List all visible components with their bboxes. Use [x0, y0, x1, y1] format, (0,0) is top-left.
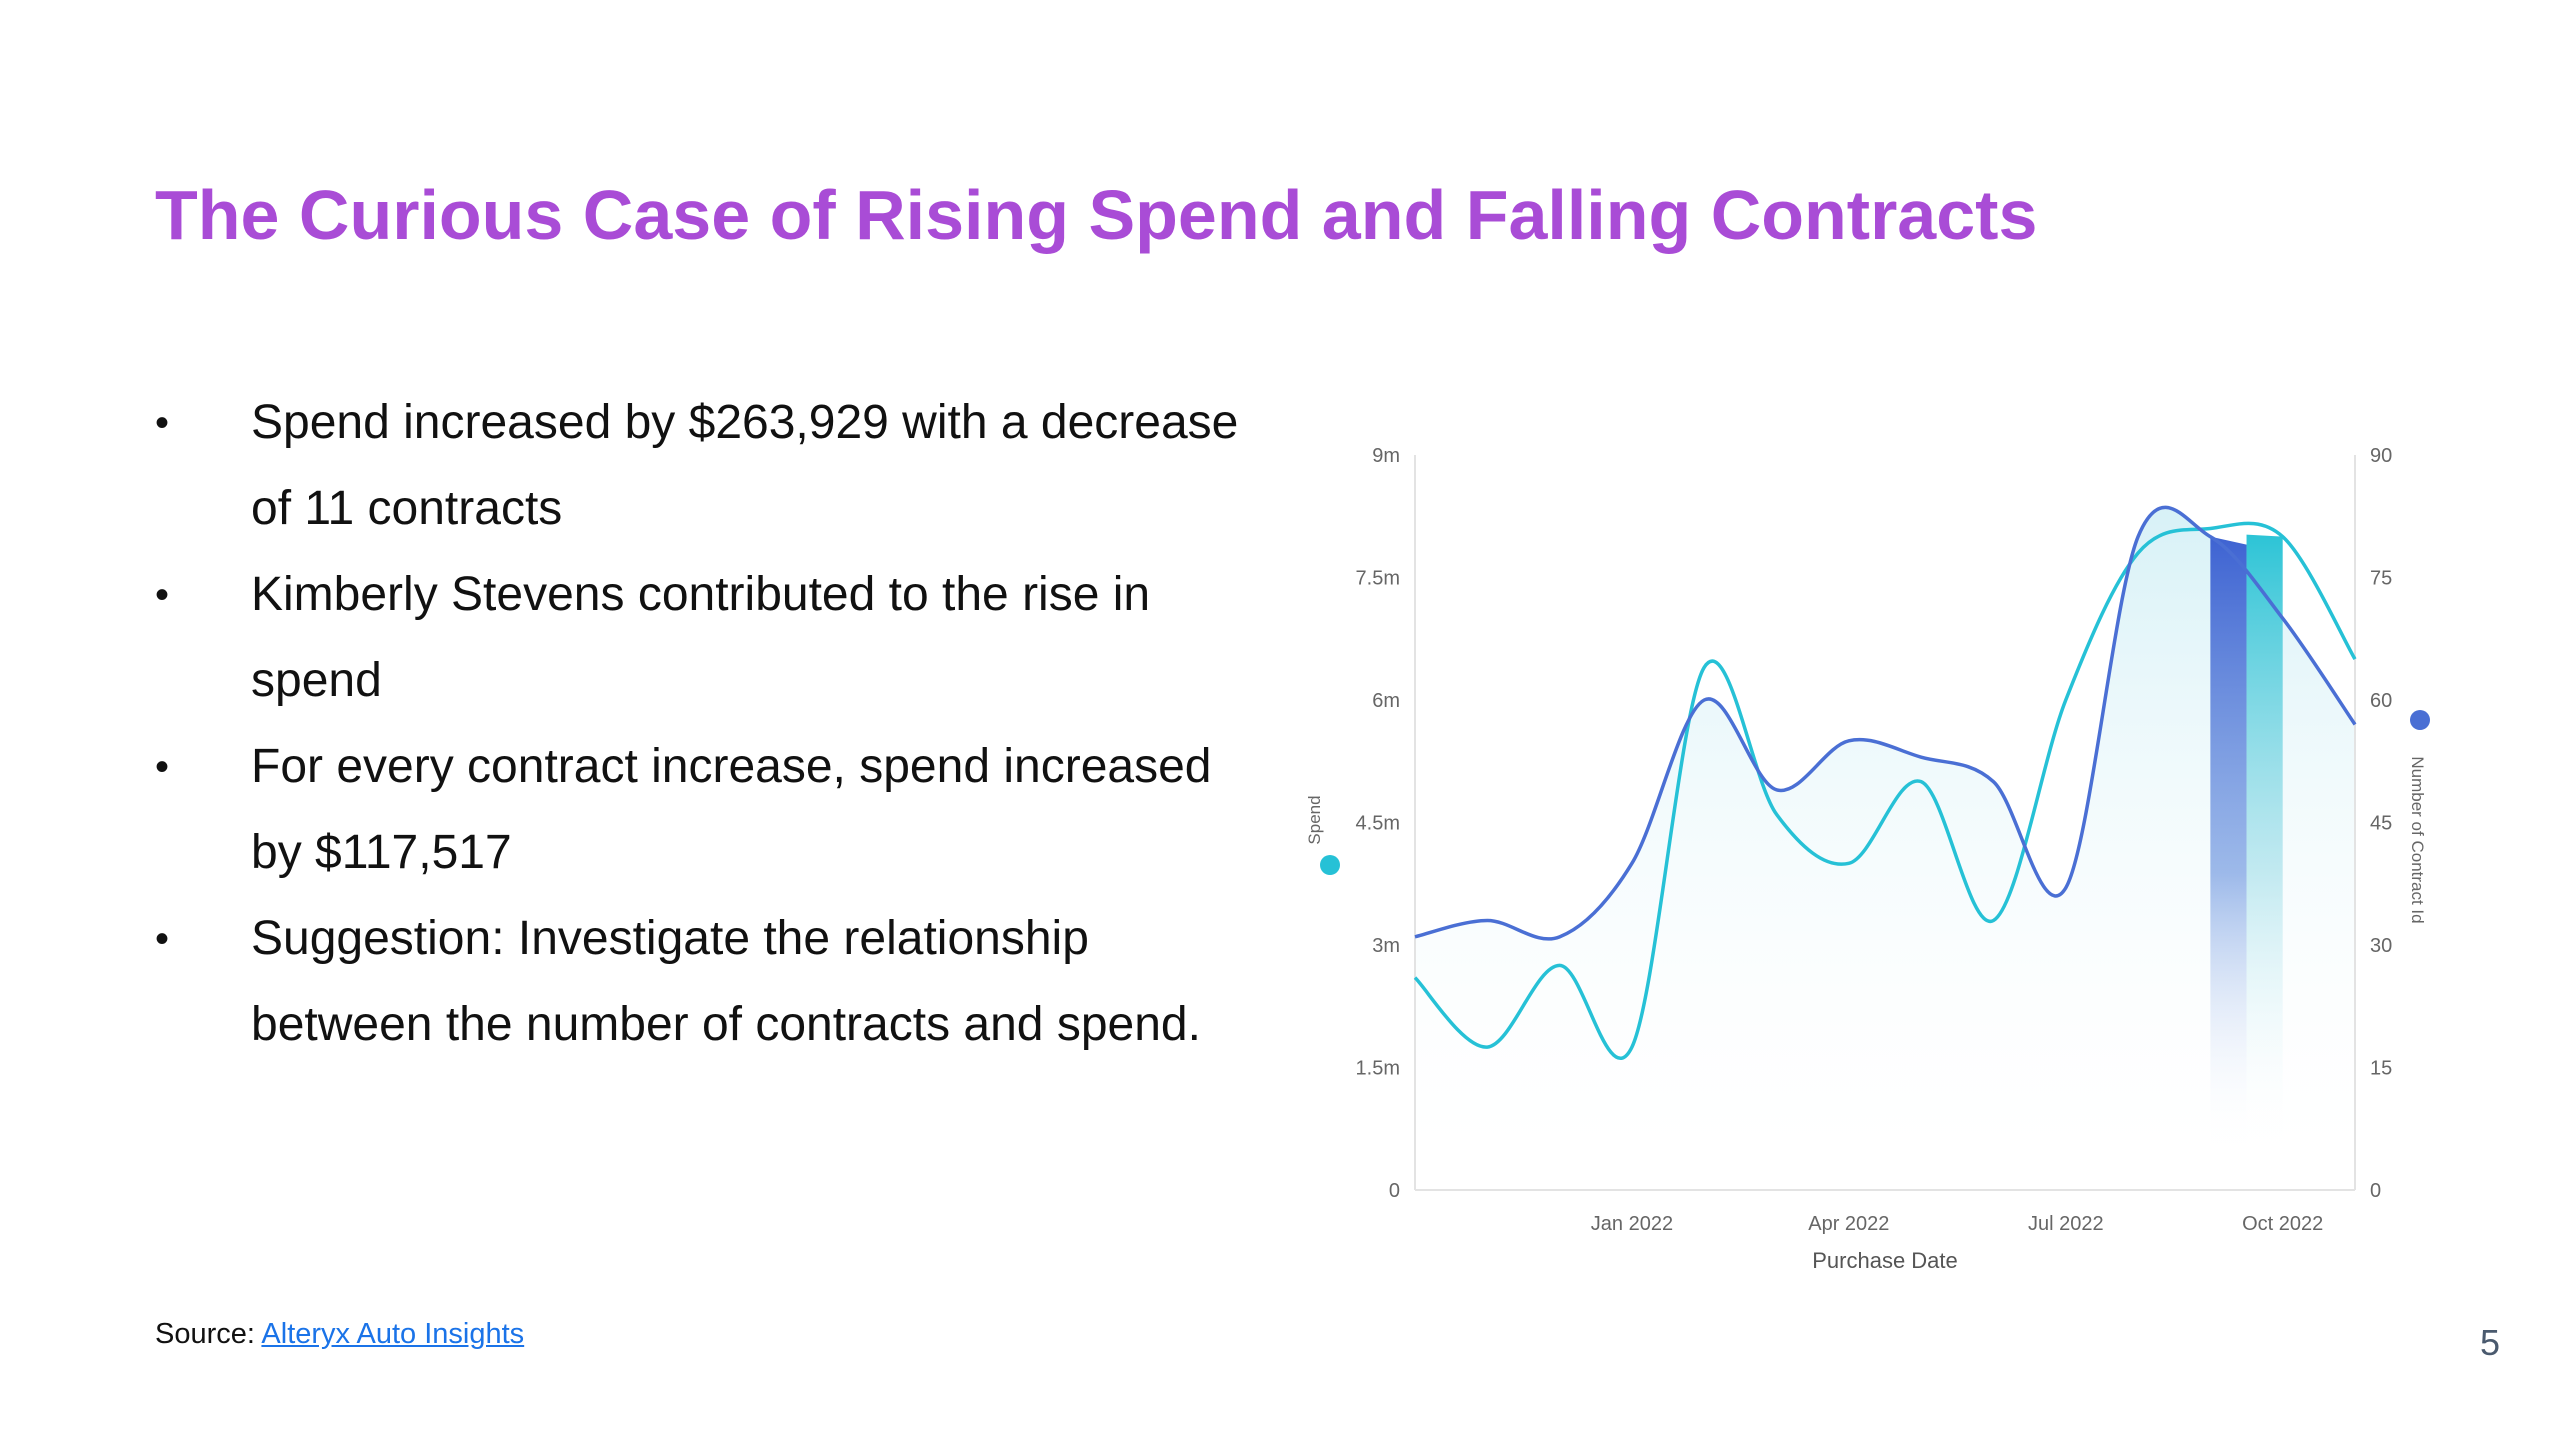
source-link[interactable]: Alteryx Auto Insights	[261, 1318, 525, 1350]
bullet-glyph: •	[155, 401, 170, 445]
x-tick-label: Jul 2022	[2028, 1213, 2104, 1235]
y2-tick-label: 60	[2370, 690, 2392, 712]
y-axis-title: Spend	[1305, 795, 1324, 844]
bullet-item: • For every contract increase, spend incr…	[155, 724, 1275, 896]
x-tick-label: Jan 2022	[1591, 1213, 1673, 1235]
bullet-item: • Kimberly Stevens contributed to the ris…	[155, 552, 1275, 724]
y2-tick-label: 45	[2370, 813, 2392, 835]
y2-axis-title: Number of Contract Id	[2408, 756, 2427, 923]
x-tick-label: Oct 2022	[2242, 1213, 2323, 1235]
y-tick-label: 7.5m	[1356, 568, 1400, 590]
bullet-text: Spend increased by $263,929 with a decre…	[251, 396, 1239, 535]
y-tick-label: 0	[1389, 1180, 1400, 1202]
source-note: Source: Alteryx Auto Insights	[155, 1318, 524, 1351]
bullet-text: Kimberly Stevens contributed to the rise…	[251, 568, 1151, 707]
slide-title: The Curious Case of Rising Spend and Fal…	[155, 176, 2038, 254]
y-tick-label: 6m	[1372, 690, 1400, 712]
bullet-glyph: •	[155, 573, 170, 617]
y2-tick-label: 15	[2370, 1058, 2392, 1080]
bullet-glyph: •	[155, 745, 170, 789]
y-tick-label: 1.5m	[1356, 1058, 1400, 1080]
x-tick-label: Apr 2022	[1808, 1213, 1889, 1235]
bullet-text: For every contract increase, spend incre…	[251, 740, 1212, 879]
spend-legend-dot	[1320, 855, 1340, 875]
y2-tick-label: 0	[2370, 1180, 2381, 1202]
bullet-text: Suggestion: Investigate the relationship…	[251, 912, 1201, 1051]
y-tick-label: 3m	[1372, 935, 1400, 957]
x-axis-title: Purchase Date	[1812, 1248, 1958, 1273]
bullet-glyph: •	[155, 917, 170, 961]
y-tick-label: 9m	[1372, 445, 1400, 467]
highlight-band-contracts	[2210, 536, 2247, 1150]
y2-tick-label: 90	[2370, 445, 2392, 467]
bullet-item: • Suggestion: Investigate the relationshi…	[155, 896, 1275, 1068]
page-number: 5	[2480, 1322, 2501, 1363]
spend-line	[1413, 521, 2357, 1060]
y2-tick-label: 30	[2370, 935, 2392, 957]
y-tick-label: 4.5m	[1356, 813, 1400, 835]
bullet-item: • Spend increased by $263,929 with a decr…	[155, 380, 1275, 552]
y2-tick-label: 75	[2370, 568, 2392, 590]
contracts-area	[1415, 507, 2355, 1190]
contracts-legend-dot	[2410, 710, 2430, 730]
source-label: Source:	[155, 1318, 255, 1350]
highlight-band-spend	[2246, 534, 2283, 1150]
bullet-list: • Spend increased by $263,929 with a decr…	[155, 380, 1275, 1068]
spend-contracts-chart: 0 1.5m 3m 4.5m 6m 7.5m 9m 0 15 30 45 60 75 90 Jan 2022…	[1305, 445, 2430, 1273]
